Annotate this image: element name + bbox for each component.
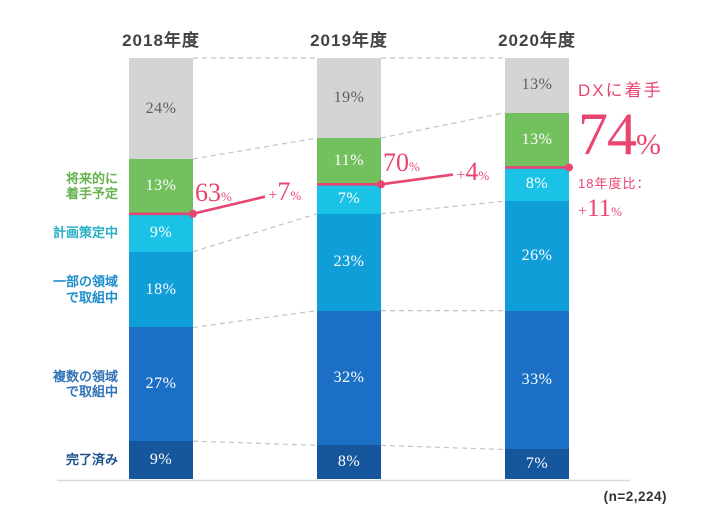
series-label-line: 一部の領域 [52,274,118,290]
bar-segment: 33% [505,310,569,450]
bar-segment: 9% [129,441,193,479]
bar-segment: 27% [129,327,193,442]
segment-value: 8% [525,175,549,193]
rate-number: 4 [465,156,479,186]
segment-value: 9% [149,450,173,468]
segment-value: 8% [337,453,361,471]
bar-segment: 23% [317,213,381,311]
dashed-connector [192,440,318,446]
series-label: 複数の領域 で取組中 [53,369,118,400]
annotation-compare-label: 18年度比： [578,176,651,191]
rate-number: 63 [195,177,221,207]
series-label: 計画策定中 [53,225,118,241]
segment-value: 13% [521,76,553,94]
series-label: 将来的に 着手予定 [66,171,118,202]
bar-segment: 7% [505,449,569,479]
annotation-value-number: 74 [578,101,637,167]
dashed-connector [380,200,506,215]
dashed-connector [192,213,318,253]
bar-segment: 24% [129,58,193,160]
percent-sign: % [478,167,490,183]
annotation-compare-number: 11 [587,195,612,222]
bar-segment: 9% [129,213,193,252]
segment-value: 23% [333,253,365,271]
series-label-line: 複数の領域 [52,368,118,384]
bar-segment: 11% [317,137,381,185]
bar-segment: 18% [129,251,193,328]
annotation-compare-value: +11% [578,196,724,221]
percent-sign: % [409,159,420,175]
segment-value: 7% [337,190,361,208]
bar-segment: 8% [317,445,381,479]
trend-rate-label: 63% [195,177,232,207]
dashed-connector [380,444,506,451]
series-label-line: 将来的に [65,170,118,186]
series-label-line: 完了済み [65,452,118,468]
bar-segment: 7% [317,184,381,214]
bar-segment: 32% [317,310,381,446]
trend-delta-label: +7% [268,176,302,206]
bar-2018年度: 24% 13% 9% 18% 27% 9% [129,58,193,479]
year-label: 2019年度 [310,31,388,50]
dashed-connector [380,112,506,139]
annotation-value-unit: % [636,128,661,161]
segment-value: 33% [521,371,553,389]
bar-segment: 13% [505,112,569,168]
series-label: 一部の領域 で取組中 [53,274,118,305]
bar-2020年度: 13% 13% 8% 26% 33% 7% [505,58,569,479]
segment-value: 24% [145,99,177,117]
plus-sign: + [456,166,466,184]
trend-delta-label: +4% [456,156,490,186]
bar-segment: 19% [317,58,381,138]
segment-value: 27% [145,375,177,393]
year-label: 2018年度 [122,31,200,50]
rate-number: 70 [383,148,409,178]
percent-sign: % [221,188,232,204]
rate-number: 7 [277,176,291,206]
series-label-line: で取組中 [65,289,118,305]
segment-value: 9% [149,223,173,241]
segment-value: 32% [333,368,365,386]
series-label: 完了済み [66,452,118,468]
segment-value: 13% [521,131,553,149]
year-label: 2020年度 [498,31,576,50]
sample-size-note: (n=2,224) [603,489,667,504]
bar-segment: 26% [505,201,569,311]
series-label-line: で取組中 [65,384,118,400]
series-label-line: 着手予定 [65,186,118,202]
dashed-connector [192,310,318,329]
percent-sign: % [290,187,302,203]
bar-segment: 8% [505,167,569,202]
segment-value: 19% [333,88,365,106]
dashed-connector [192,137,318,160]
series-label-line: 計画策定中 [52,224,118,240]
annotation-compare-unit: % [611,204,622,219]
segment-value: 11% [333,152,365,170]
segment-value: 18% [145,280,177,298]
segment-value: 13% [145,177,177,195]
segment-value: 26% [521,246,553,264]
bar-segment: 13% [505,58,569,113]
trend-rate-label: 70% [383,150,420,176]
plus-sign: + [268,186,278,204]
bar-segment: 13% [129,159,193,214]
bar-2019年度: 19% 11% 7% 23% 32% 8% [317,58,381,479]
dx-annotation: DXに着手 74% 18年度比： +11% [578,76,724,221]
annotation-title: DXに着手 [578,81,663,100]
plus-sign: + [578,203,588,220]
annotation-big-value: 74% [578,104,724,164]
segment-value: 7% [525,455,549,473]
